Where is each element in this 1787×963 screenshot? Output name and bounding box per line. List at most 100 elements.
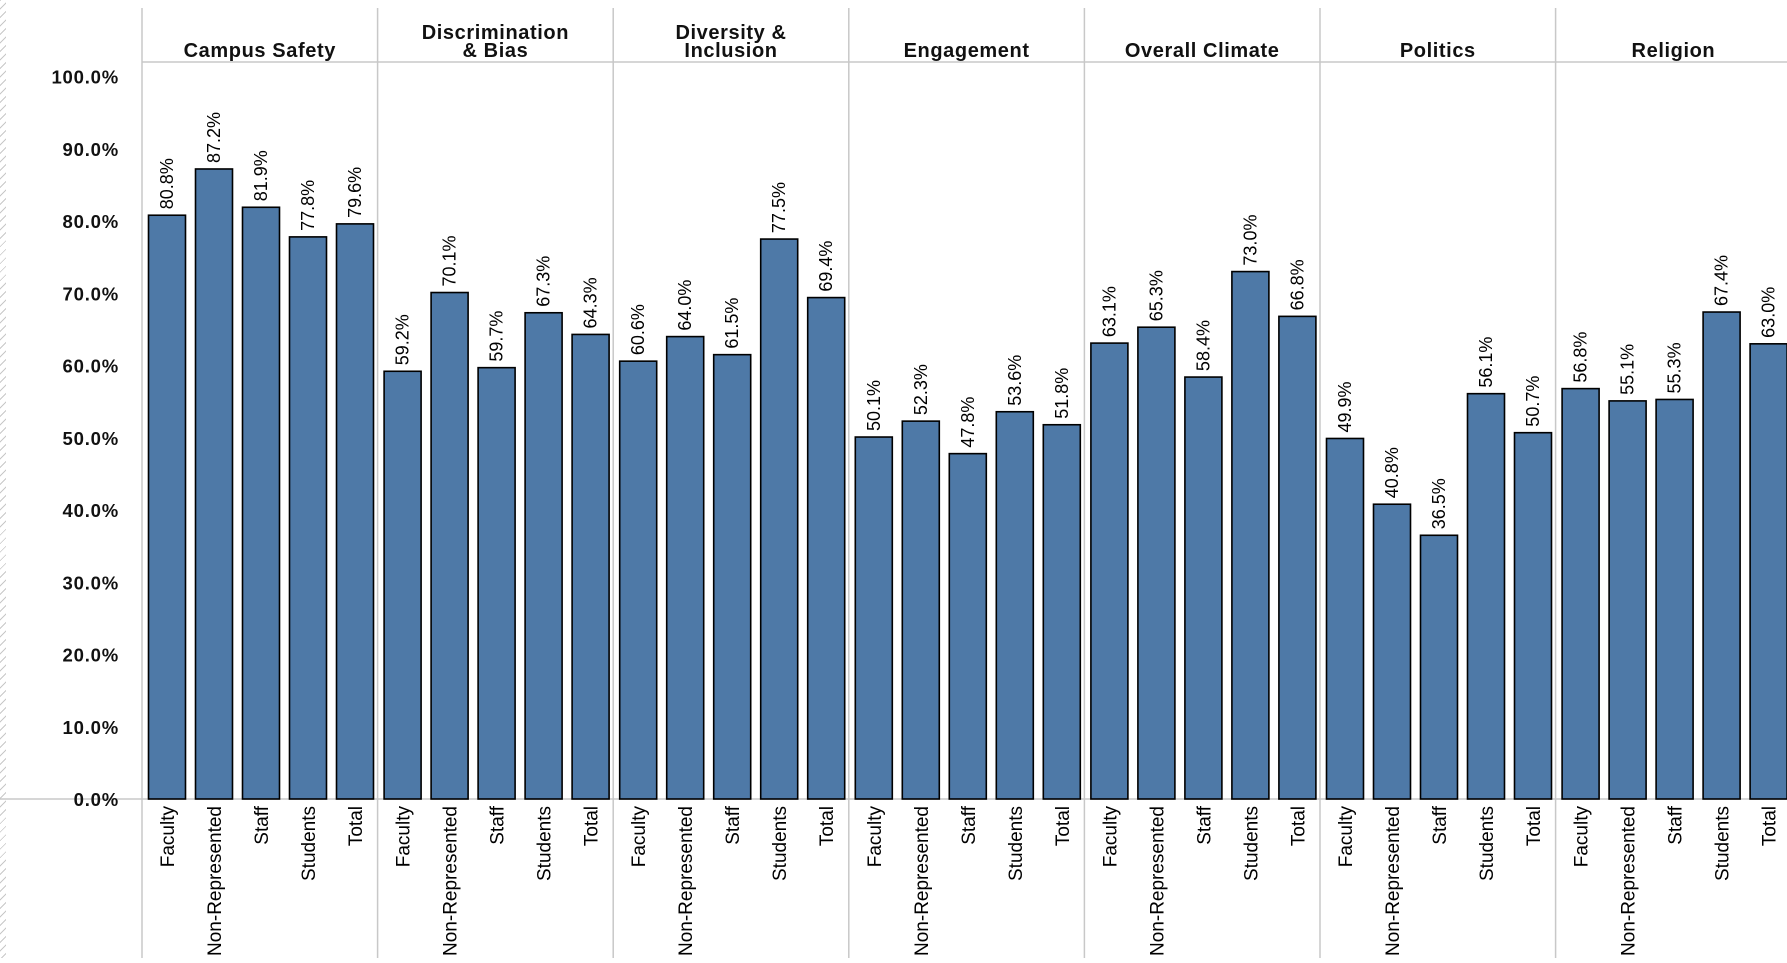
data-label: 56.8% — [1571, 332, 1591, 383]
panel-title: Politics — [1400, 40, 1476, 62]
category-label: Faculty — [394, 806, 415, 868]
data-label: 73.0% — [1240, 215, 1260, 266]
category-label: Students — [535, 806, 556, 881]
category-label: Staff — [723, 805, 744, 844]
category-label: Total — [1288, 806, 1309, 846]
bar — [712, 353, 752, 800]
panel-title: Discrimination — [422, 22, 569, 44]
bar — [430, 291, 469, 800]
y-tick-label: 10.0% — [63, 717, 119, 738]
bar — [1561, 387, 1600, 800]
data-label: 53.6% — [1005, 355, 1025, 406]
category-label: Staff — [252, 805, 273, 844]
bar — [1466, 392, 1506, 800]
data-label: 51.8% — [1052, 368, 1072, 419]
category-label: Staff — [1666, 805, 1687, 844]
data-label: 77.5% — [769, 182, 789, 233]
data-label: 67.4% — [1712, 255, 1732, 306]
data-label: 50.1% — [864, 380, 884, 431]
category-label: Faculty — [1100, 806, 1121, 868]
data-label: 55.1% — [1618, 344, 1638, 395]
category-label: Faculty — [629, 806, 650, 868]
y-tick-label: 40.0% — [63, 500, 119, 521]
category-label: Non-Represented — [205, 806, 226, 956]
category-label: Non-Represented — [1619, 806, 1640, 956]
category-label: Total — [1524, 806, 1545, 846]
panel-title: & Bias — [462, 40, 528, 62]
bar — [147, 214, 187, 800]
data-label: 56.1% — [1476, 337, 1496, 388]
bar — [665, 335, 705, 800]
data-label: 64.0% — [675, 280, 695, 331]
bar — [335, 223, 375, 800]
data-label: 87.2% — [204, 112, 224, 163]
category-label: Staff — [488, 805, 509, 844]
bar — [1090, 342, 1129, 800]
panel-title: Campus Safety — [184, 40, 337, 62]
bar — [241, 206, 281, 800]
data-label: 63.1% — [1099, 286, 1119, 337]
category-label: Non-Represented — [1383, 806, 1404, 956]
category-label: Non-Represented — [676, 806, 697, 956]
category-label: Total — [346, 806, 367, 846]
data-label: 55.3% — [1665, 342, 1685, 393]
bar — [618, 360, 658, 800]
panel-title: Religion — [1632, 40, 1716, 62]
category-label: Students — [1713, 806, 1734, 881]
data-label: 63.0% — [1759, 287, 1779, 338]
y-tick-label: 60.0% — [63, 356, 119, 377]
data-label: 65.3% — [1146, 270, 1166, 321]
category-label: Students — [299, 806, 320, 881]
data-label: 47.8% — [958, 397, 978, 448]
bar — [806, 296, 846, 800]
bar — [1137, 326, 1176, 800]
data-label: 70.1% — [440, 235, 460, 286]
data-label: 36.5% — [1429, 478, 1449, 529]
bar — [1513, 431, 1553, 800]
category-label: Total — [817, 806, 838, 846]
y-tick-label: 80.0% — [63, 211, 119, 232]
category-label: Non-Represented — [441, 806, 462, 956]
data-label: 60.6% — [628, 304, 648, 355]
bar — [524, 311, 563, 800]
data-label: 58.4% — [1193, 320, 1213, 371]
data-label: 59.7% — [487, 311, 507, 362]
bar — [1184, 376, 1223, 800]
category-label: Students — [1241, 806, 1262, 881]
panel-title: Diversity & — [675, 22, 786, 44]
category-label: Faculty — [158, 806, 179, 868]
bar — [1608, 400, 1647, 800]
data-label: 50.7% — [1523, 376, 1543, 427]
data-label: 80.8% — [157, 158, 177, 209]
category-label: Students — [1006, 806, 1027, 881]
category-label: Faculty — [865, 806, 886, 868]
bar — [1325, 437, 1365, 800]
bar — [759, 238, 799, 800]
category-label: Staff — [1194, 805, 1215, 844]
category-label: Faculty — [1336, 806, 1357, 868]
y-tick-label: 90.0% — [63, 139, 119, 160]
category-label: Staff — [959, 805, 980, 844]
bar — [1278, 315, 1317, 800]
bar — [1702, 311, 1741, 800]
bar — [1655, 398, 1694, 800]
category-label: Total — [1760, 806, 1781, 846]
data-label: 61.5% — [722, 298, 742, 349]
bar — [1749, 343, 1787, 800]
y-tick-label: 50.0% — [63, 428, 119, 449]
category-label: Staff — [1430, 805, 1451, 844]
bar — [948, 452, 988, 800]
y-tick-label: 100.0% — [51, 67, 119, 88]
category-label: Non-Represented — [912, 806, 933, 956]
bar — [854, 436, 894, 800]
bar — [1042, 423, 1082, 800]
y-tick-label: 30.0% — [63, 572, 119, 593]
panel-title: Overall Climate — [1125, 40, 1280, 62]
data-label: 59.2% — [393, 314, 413, 365]
y-tick-label: 0.0% — [74, 789, 119, 810]
category-label: Students — [1477, 806, 1498, 881]
bar — [477, 366, 516, 800]
bar — [571, 333, 610, 800]
